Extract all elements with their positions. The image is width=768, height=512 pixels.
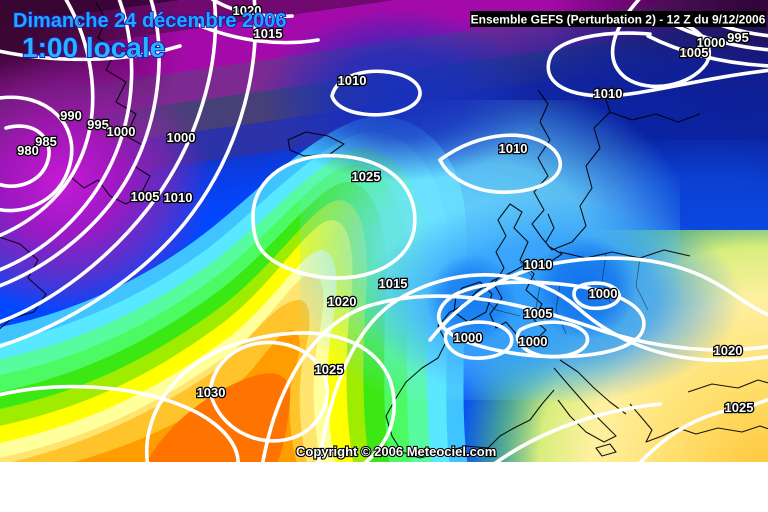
coast-sweden <box>551 93 611 251</box>
pressure-label: 1010 <box>524 257 553 272</box>
coast-britain <box>489 203 547 341</box>
pressure-label: 1015 <box>379 276 408 291</box>
pressure-label: 1000 <box>697 35 726 50</box>
forecast-time-label: 1:00 locale <box>22 32 165 63</box>
pressure-label: 1010 <box>164 190 193 205</box>
pressure-label: 1010 <box>594 86 623 101</box>
pressure-label: 1010 <box>499 141 528 156</box>
pressure-label: 1025 <box>725 400 754 415</box>
pressure-label: 1030 <box>197 385 226 400</box>
pressure-label: 1000 <box>519 334 548 349</box>
model-run-banner: Ensemble GEFS (Perturbation 2) - 12 Z du… <box>470 11 766 27</box>
pressure-label: 1005 <box>680 45 709 60</box>
pressure-label: 1010 <box>338 73 367 88</box>
pressure-label: 1015 <box>254 26 283 41</box>
legend-panel: Géop. Z500 & pression au sol (+ 348h) 49… <box>0 462 768 512</box>
pressure-label: 985 <box>35 134 57 149</box>
model-run-text: Ensemble GEFS (Perturbation 2) - 12 Z du… <box>471 13 766 27</box>
pressure-label: 980 <box>17 143 39 158</box>
forecast-date-label: Dimanche 24 décembre 2006 <box>13 10 287 32</box>
pressure-label: 995 <box>87 117 109 132</box>
pressure-label: 1020 <box>233 3 262 18</box>
contour-lines <box>0 0 768 462</box>
pressure-label: 1020 <box>714 343 743 358</box>
pressure-label: 1025 <box>315 362 344 377</box>
pressure-label: 995 <box>727 30 749 45</box>
coast-mainland <box>385 245 563 459</box>
geopotential-color-field <box>0 0 768 462</box>
coast-italy <box>553 367 617 457</box>
coast-denmark <box>545 213 555 243</box>
coast-mediterranean <box>419 389 555 459</box>
pressure-label: 1000 <box>589 286 618 301</box>
pressure-label: 1020 <box>328 294 357 309</box>
pressure-label: 1000 <box>454 330 483 345</box>
pressure-label: 990 <box>60 108 82 123</box>
pressure-label: 1005 <box>524 306 553 321</box>
copyright-watermark: Copyright © 2006 Meteociel.com <box>296 444 496 459</box>
pressure-label: 1025 <box>352 169 381 184</box>
coast-baltic <box>559 111 701 259</box>
coast-balkans-greece <box>559 359 679 443</box>
coast-turkey-blacksea <box>677 379 768 435</box>
pressure-label: 1000 <box>107 124 136 139</box>
coast-iceland <box>287 131 345 157</box>
pressure-label: 1005 <box>131 189 160 204</box>
pressure-label: 1000 <box>167 130 196 145</box>
coast-norway <box>531 89 553 251</box>
